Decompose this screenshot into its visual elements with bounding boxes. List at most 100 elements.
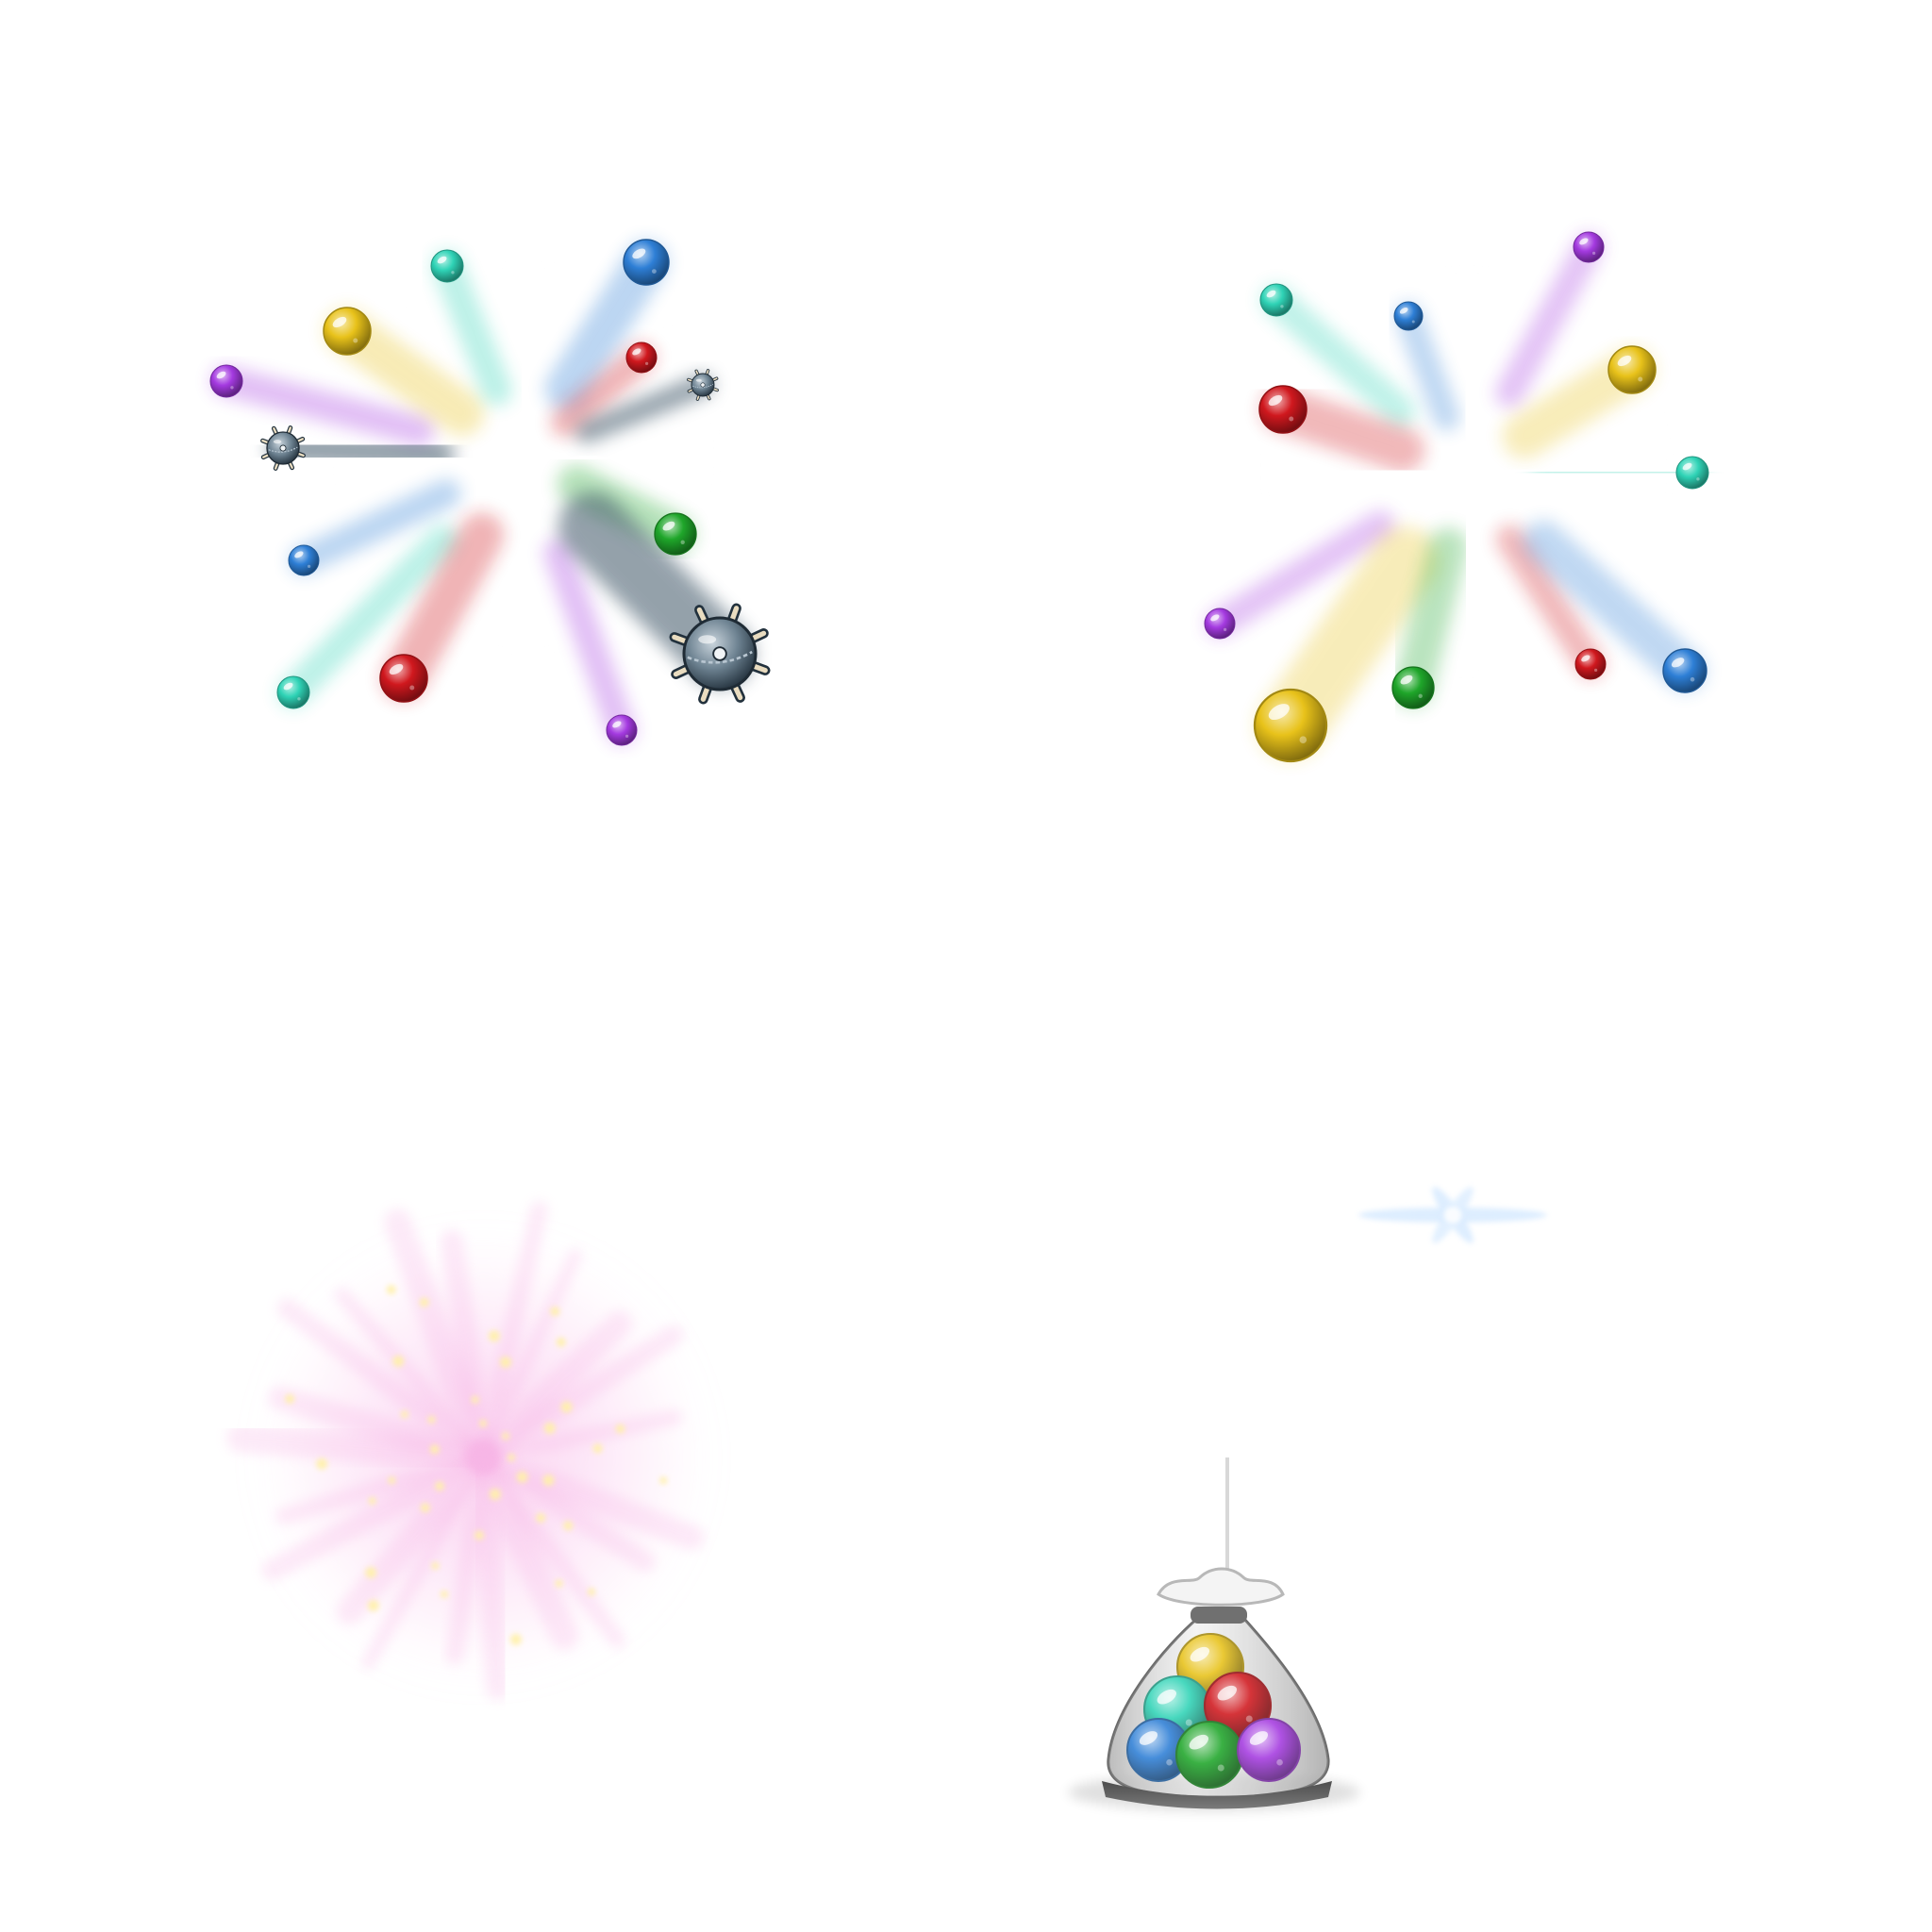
blue-star-glint <box>1358 1187 1547 1243</box>
motion-trail <box>210 365 435 446</box>
blue-marble <box>288 544 320 576</box>
sparkle-dot <box>368 1497 376 1506</box>
motion-trail <box>1522 520 1706 691</box>
marble-burst <box>1204 231 1709 763</box>
sparkle-dot <box>563 1521 574 1531</box>
marble-bag <box>1068 1457 1360 1811</box>
sparkle-dot <box>555 1579 563 1588</box>
blue-marble <box>1126 1718 1191 1782</box>
sparkle-dot <box>488 1330 500 1342</box>
sparkle-dot <box>508 1454 515 1461</box>
teal-marble <box>430 249 464 283</box>
glow-ray <box>475 1409 683 1466</box>
motion-trail <box>544 241 668 411</box>
sparkle-dot <box>440 1590 448 1598</box>
yellow-marble <box>323 307 372 356</box>
sparkle-dot <box>316 1457 328 1470</box>
sparkle-dot <box>489 1488 501 1500</box>
sparkle-dot <box>435 1481 445 1491</box>
motion-trail <box>543 538 637 745</box>
sparkle-dot <box>550 1307 560 1317</box>
motion-trail <box>1260 284 1416 427</box>
pink-sparkle-glow <box>226 1201 705 1701</box>
bag-sheen <box>1108 1618 1329 1797</box>
purple-marble <box>1237 1718 1301 1782</box>
green-marble <box>1174 1720 1244 1790</box>
sparkle-dot <box>536 1513 546 1524</box>
motion-trail <box>1205 510 1395 639</box>
sparkle-dot <box>479 1419 488 1427</box>
sparkle-dot <box>365 1567 377 1579</box>
green-marble <box>654 512 697 556</box>
sparkle-dot <box>419 1297 429 1307</box>
small-mine <box>260 425 306 471</box>
sparkle-dot <box>285 1393 295 1404</box>
sparkle-dot <box>429 1444 440 1455</box>
sparkle-dot <box>542 1474 555 1487</box>
sparkle-dot <box>560 1401 573 1413</box>
sparkle-dot <box>587 1588 595 1596</box>
blue-marble <box>623 239 670 286</box>
glow-ray <box>336 1444 496 1625</box>
red-marble <box>625 341 658 374</box>
glow-ray <box>276 1298 493 1468</box>
glow-ray <box>473 1324 684 1468</box>
green-marble <box>1391 666 1435 709</box>
motion-trail <box>1530 457 1708 489</box>
purple-marble <box>1573 231 1605 263</box>
motion-trail <box>289 478 461 575</box>
sparkle-dot <box>388 1476 396 1485</box>
bag-base <box>1102 1781 1332 1809</box>
sparkle-dot <box>659 1476 668 1485</box>
motion-trail <box>381 512 505 701</box>
red-marble <box>1258 385 1307 434</box>
purple-marble <box>209 364 243 398</box>
motion-trail <box>550 342 657 438</box>
motion-trail <box>267 432 455 470</box>
glint-core <box>1443 1206 1462 1224</box>
sparkle-dot <box>502 1432 510 1441</box>
glow-ray <box>474 1201 548 1467</box>
small-mine <box>687 369 719 401</box>
teal-marble <box>1675 456 1709 490</box>
glow-ray <box>473 1447 656 1573</box>
sparkle-dot <box>474 1530 484 1541</box>
motion-trail <box>431 250 512 407</box>
sparkle-dot <box>556 1337 566 1347</box>
glow-ray <box>268 1385 495 1470</box>
purple-marble <box>1204 608 1236 640</box>
blue-marble <box>1662 648 1707 693</box>
bag-tie <box>1191 1607 1247 1624</box>
motion-trail <box>1495 525 1606 679</box>
sparkle-dot <box>386 1285 396 1295</box>
sparkle-dot <box>431 1561 440 1570</box>
sparkle-dot <box>367 1599 379 1611</box>
sparkle-dot <box>592 1443 603 1454</box>
sparkle-dot <box>499 1356 511 1368</box>
red-marble <box>1574 648 1607 680</box>
sparkle-dot <box>615 1424 625 1434</box>
motion-trail <box>277 525 458 708</box>
yellow-marble <box>1253 688 1328 763</box>
large-mine <box>669 603 771 705</box>
sparkle-dot <box>420 1503 430 1513</box>
yellow-marble <box>1607 345 1657 394</box>
purple-marble <box>606 714 638 746</box>
sparkle-dot <box>516 1471 528 1483</box>
teal-marble <box>276 675 310 709</box>
glow-ray <box>476 1248 583 1464</box>
motion-trail <box>575 374 714 443</box>
sparkle-dot <box>471 1395 479 1404</box>
red-marble <box>379 654 428 703</box>
sparkle-dot <box>509 1633 522 1645</box>
sparkle-dot <box>392 1355 405 1367</box>
motion-trail <box>1393 527 1468 708</box>
sparkle-dot <box>543 1422 556 1434</box>
sparkle-dot <box>427 1415 436 1424</box>
motion-trail <box>1394 302 1460 431</box>
glow-ray <box>440 1229 494 1469</box>
teal-marble <box>1259 283 1293 317</box>
glow-ray <box>444 1448 492 1665</box>
marble-and-mine-burst <box>209 239 771 746</box>
